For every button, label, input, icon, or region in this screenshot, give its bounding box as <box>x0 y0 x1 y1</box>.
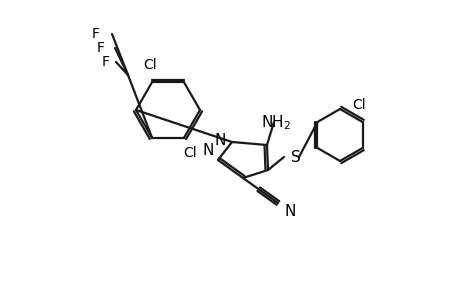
Text: N: N <box>202 143 213 158</box>
Text: N: N <box>214 133 225 148</box>
Text: Cl: Cl <box>143 58 157 72</box>
Text: Cl: Cl <box>351 98 365 112</box>
Text: NH$_2$: NH$_2$ <box>260 113 291 132</box>
Text: F: F <box>102 55 110 69</box>
Text: Cl: Cl <box>183 146 196 160</box>
Text: S: S <box>291 149 300 164</box>
Text: F: F <box>97 41 105 55</box>
Text: N: N <box>284 205 295 220</box>
Text: F: F <box>92 27 100 41</box>
